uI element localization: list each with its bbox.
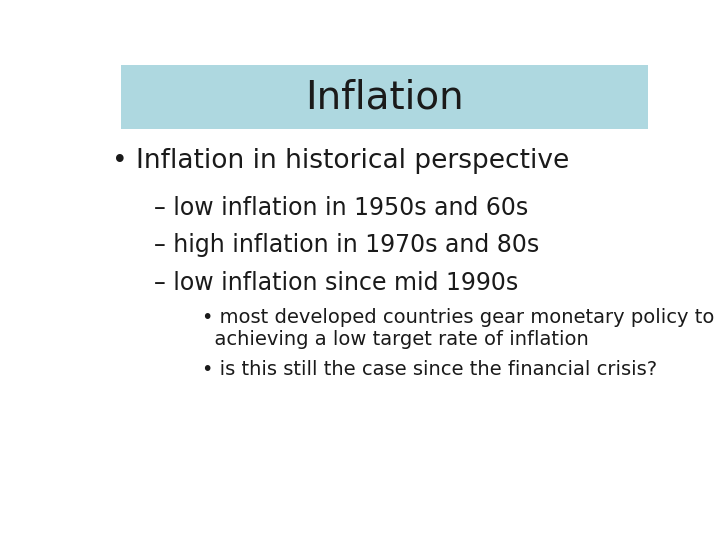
Text: – high inflation in 1970s and 80s: – high inflation in 1970s and 80s: [154, 233, 539, 257]
FancyBboxPatch shape: [121, 65, 648, 129]
Text: Inflation: Inflation: [305, 78, 464, 116]
Text: – low inflation since mid 1990s: – low inflation since mid 1990s: [154, 271, 518, 295]
Text: – low inflation in 1950s and 60s: – low inflation in 1950s and 60s: [154, 196, 528, 220]
Text: • is this still the case since the financial crisis?: • is this still the case since the finan…: [202, 360, 657, 379]
Text: • most developed countries gear monetary policy to
  achieving a low target rate: • most developed countries gear monetary…: [202, 308, 714, 349]
Text: • Inflation in historical perspective: • Inflation in historical perspective: [112, 148, 570, 174]
